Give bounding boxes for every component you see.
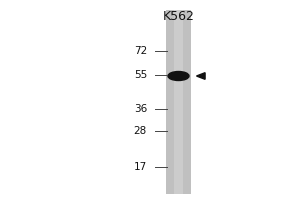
Text: 55: 55 <box>134 70 147 80</box>
Text: 17: 17 <box>134 162 147 172</box>
Ellipse shape <box>168 72 189 80</box>
Text: K562: K562 <box>163 10 194 23</box>
Text: 28: 28 <box>134 126 147 136</box>
Bar <box>166 10 191 194</box>
Text: 72: 72 <box>134 46 147 56</box>
Text: 36: 36 <box>134 104 147 114</box>
Polygon shape <box>196 73 205 79</box>
Bar <box>174 10 183 194</box>
